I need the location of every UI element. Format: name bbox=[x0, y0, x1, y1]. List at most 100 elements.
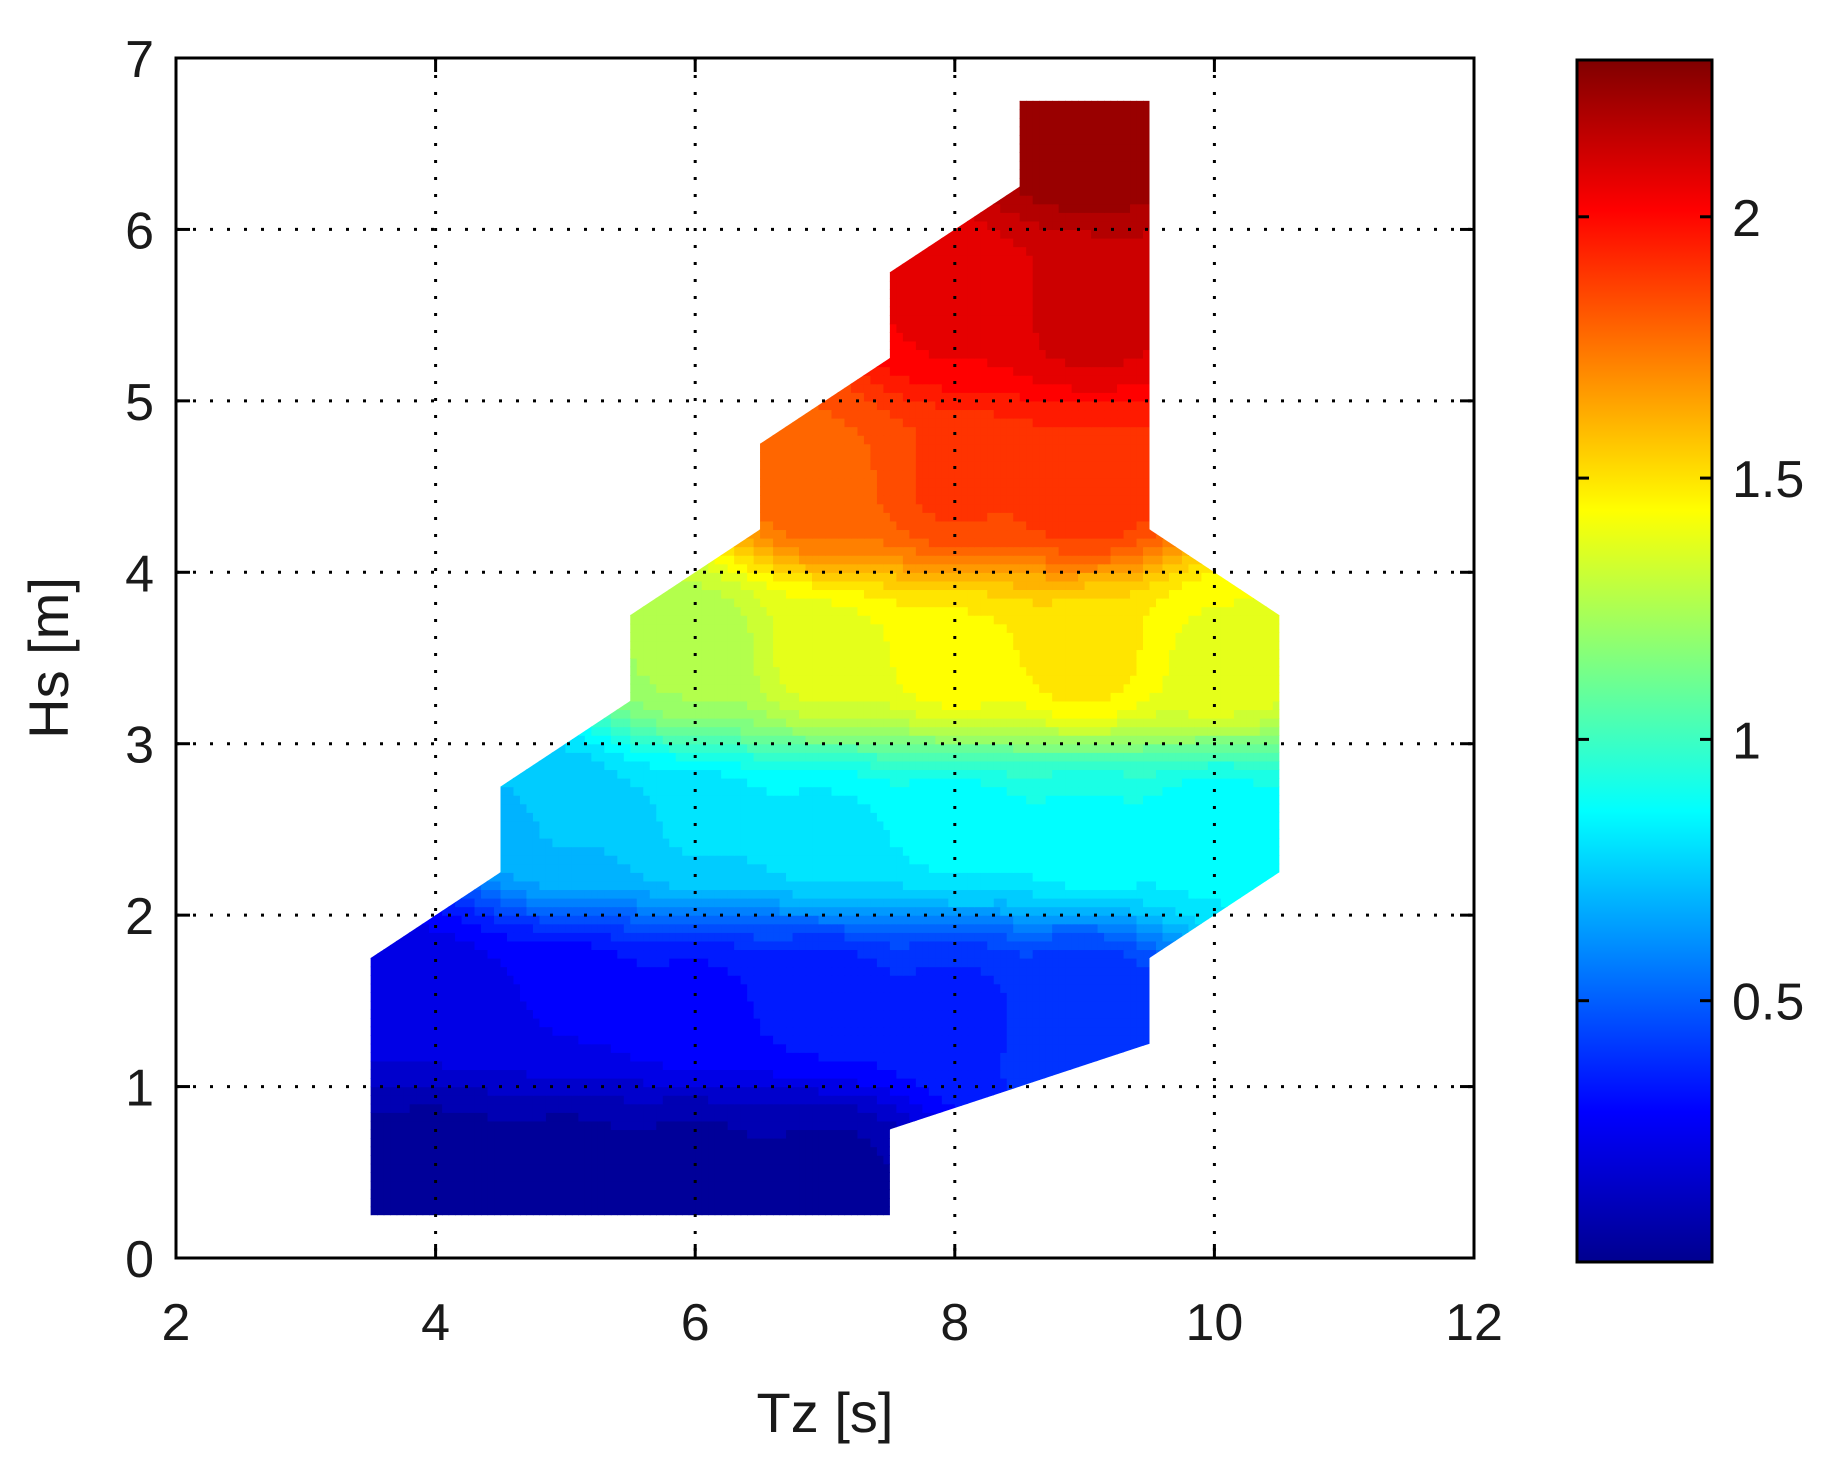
heatmap-cell bbox=[280, 1044, 287, 1053]
heatmap-cell bbox=[1292, 1112, 1299, 1121]
heatmap-cell bbox=[1396, 1052, 1403, 1061]
heatmap-cell bbox=[695, 1146, 703, 1156]
heatmap-cell bbox=[1097, 1043, 1105, 1053]
heatmap-cell bbox=[299, 1104, 306, 1113]
heatmap-cell bbox=[338, 1095, 345, 1104]
heatmap-cell bbox=[1448, 1069, 1455, 1078]
heatmap-cell bbox=[396, 1043, 404, 1053]
heatmap-cell bbox=[1149, 1086, 1157, 1096]
heatmap-cell bbox=[636, 1155, 644, 1165]
heatmap-cell bbox=[1259, 1129, 1267, 1139]
heatmap-cell bbox=[475, 1232, 482, 1241]
heatmap-cell bbox=[422, 1138, 430, 1148]
heatmap-cell bbox=[500, 1155, 508, 1165]
heatmap-cell bbox=[1117, 1180, 1125, 1191]
heatmap-cell bbox=[837, 1060, 846, 1071]
heatmap-cell bbox=[319, 1232, 326, 1241]
heatmap-cell bbox=[656, 1052, 664, 1062]
heatmap-cell bbox=[215, 1147, 222, 1156]
heatmap-cell bbox=[228, 1121, 235, 1130]
heatmap-cell bbox=[1455, 1129, 1462, 1138]
heatmap-cell bbox=[565, 1112, 573, 1122]
heatmap-cell bbox=[539, 1198, 547, 1208]
heatmap-cell bbox=[1383, 1129, 1390, 1138]
heatmap-cell bbox=[604, 1224, 611, 1233]
heatmap-cell bbox=[786, 1086, 794, 1096]
heatmap-cell bbox=[1338, 1078, 1345, 1087]
heatmap-cell bbox=[254, 1061, 261, 1070]
heatmap-cell bbox=[526, 1120, 534, 1131]
heatmap-cell bbox=[876, 1103, 885, 1113]
heatmap-cell bbox=[909, 1241, 916, 1250]
heatmap-cell bbox=[1130, 1241, 1137, 1250]
heatmap-cell bbox=[455, 1095, 463, 1105]
heatmap-cell bbox=[513, 1155, 521, 1165]
heatmap-cell bbox=[935, 1112, 943, 1122]
heatmap-cell bbox=[669, 1129, 677, 1139]
heatmap-cell bbox=[889, 1180, 897, 1191]
heatmap-cell bbox=[286, 1078, 293, 1087]
heatmap-cell bbox=[293, 1104, 300, 1113]
heatmap-cell bbox=[319, 1112, 326, 1121]
heatmap-cell bbox=[1026, 1043, 1034, 1053]
heatmap-cell bbox=[915, 1146, 923, 1156]
heatmap-cell bbox=[610, 1078, 618, 1088]
heatmap-cell bbox=[1000, 1206, 1008, 1216]
heatmap-cell bbox=[818, 1180, 826, 1191]
heatmap-cell bbox=[215, 1087, 222, 1096]
heatmap-cell bbox=[520, 1224, 527, 1233]
heatmap-cell bbox=[345, 1104, 352, 1113]
heatmap-cell bbox=[1058, 1069, 1066, 1079]
heatmap-cell bbox=[1175, 1120, 1183, 1131]
heatmap-cell bbox=[273, 1129, 280, 1138]
heatmap-cell bbox=[519, 1052, 528, 1062]
heatmap-cell bbox=[780, 1241, 787, 1250]
heatmap-cell bbox=[1455, 1155, 1462, 1164]
heatmap-cell bbox=[1207, 1138, 1215, 1148]
heatmap-cell bbox=[247, 1104, 254, 1113]
heatmap-cell bbox=[370, 1120, 372, 1131]
heatmap-cell bbox=[1461, 1224, 1468, 1233]
heatmap-cell bbox=[1091, 1206, 1099, 1216]
heatmap-cell bbox=[1072, 1232, 1079, 1241]
heatmap-cell bbox=[474, 1078, 482, 1088]
heatmap-cell bbox=[1442, 1198, 1449, 1207]
heatmap-cell bbox=[974, 1146, 982, 1156]
heatmap-cell bbox=[1104, 1129, 1112, 1139]
heatmap-cell bbox=[1305, 1147, 1312, 1156]
heatmap-cell bbox=[578, 1189, 586, 1199]
heatmap-cell bbox=[1305, 1241, 1312, 1250]
heatmap-cell bbox=[1097, 1163, 1105, 1173]
heatmap-cell bbox=[500, 1129, 508, 1139]
heatmap-cell bbox=[1234, 1241, 1241, 1250]
heatmap-cell bbox=[1383, 1147, 1390, 1156]
heatmap-cell bbox=[1155, 1138, 1164, 1148]
heatmap-cell bbox=[202, 1061, 209, 1070]
heatmap-cell bbox=[448, 1172, 456, 1182]
heatmap-cell bbox=[1162, 1198, 1170, 1208]
heatmap-cell bbox=[377, 1146, 385, 1156]
heatmap-cell bbox=[1286, 1061, 1293, 1070]
heatmap-cell bbox=[902, 1043, 910, 1053]
heatmap-cell bbox=[416, 1043, 424, 1053]
heatmap-cell bbox=[1338, 1207, 1345, 1216]
heatmap-cell bbox=[727, 1198, 735, 1208]
heatmap-cell bbox=[1058, 1206, 1066, 1216]
heatmap-cell bbox=[208, 1224, 215, 1233]
heatmap-cell bbox=[805, 1155, 813, 1165]
heatmap-cell bbox=[760, 1112, 768, 1122]
heatmap-cell bbox=[1227, 1146, 1235, 1156]
heatmap-cell bbox=[857, 1224, 864, 1233]
heatmap-cell bbox=[461, 1052, 469, 1062]
heatmap-cell bbox=[1461, 1164, 1468, 1173]
heatmap-cell bbox=[1351, 1138, 1358, 1147]
heatmap-cell bbox=[636, 1086, 644, 1096]
heatmap-cell bbox=[682, 1060, 690, 1071]
heatmap-cell bbox=[474, 1043, 482, 1053]
heatmap-cell bbox=[806, 1241, 813, 1250]
heatmap-cell bbox=[488, 1215, 495, 1224]
heatmap-cell bbox=[202, 1232, 209, 1241]
heatmap-cell bbox=[909, 1095, 917, 1105]
heatmap-cell bbox=[468, 1198, 476, 1208]
heatmap-cell bbox=[1448, 1224, 1455, 1233]
